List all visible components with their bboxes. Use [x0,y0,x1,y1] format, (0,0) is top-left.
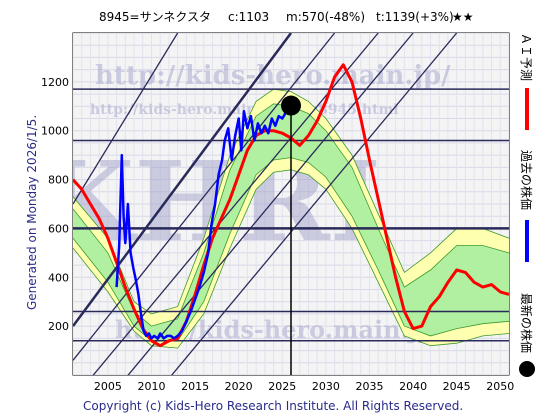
legend-latest-label: 最新の株価 [519,293,534,353]
legend-past-label: 過去の株価 [519,150,534,210]
current-price: c:1103 [228,10,269,24]
watermark-url-large: http://kids-hero.main.jp/ [95,61,451,91]
copyright: Copyright (c) Kids-Hero Research Institu… [83,399,463,413]
chart-title-code: 8945=サンネクスタ [99,10,211,24]
x-tick-label: 2035 [355,380,383,393]
legend-latest-swatch [519,361,535,377]
x-tick-label: 2020 [225,380,253,393]
diagonal-line [73,33,179,205]
band-inner [73,103,509,341]
min-price: m:570(-48%) [286,10,365,24]
y-tick-label: 1200 [41,76,69,89]
target-price: t:1139(+3%) [376,10,454,24]
y-axis-ticks: 200 400 600 800 1000 1200 [41,76,69,333]
legend: ＡＩ予測 過去の株価 最新の株価 [519,33,535,377]
latest-price-dot [281,95,301,116]
diagonal-line [73,33,293,327]
y-tick-label: 800 [48,174,69,187]
y-tick-label: 400 [48,271,69,284]
x-axis-ticks: 2005 2010 2015 2020 2025 2030 2035 2040 2045 2050 [94,380,514,393]
x-tick-label: 2030 [312,380,340,393]
diagonal-line [73,33,336,361]
band-edge-line [73,88,509,315]
x-tick-label: 2050 [486,380,514,393]
y-tick-label: 600 [48,222,69,235]
past-price-line [115,104,292,340]
y-tick-label: 200 [48,320,69,333]
legend-ai-label: ＡＩ予測 [519,33,533,81]
generated-label: Generated on Monday 2026/1/5. [25,115,39,310]
x-tick-label: 2005 [94,380,122,393]
x-tick-label: 2015 [181,380,209,393]
x-tick-label: 2040 [399,380,427,393]
latest-marker-group [281,95,301,375]
x-tick-label: 2045 [443,380,471,393]
x-tick-label: 2025 [268,380,296,393]
diagonal-line [170,33,458,375]
y-tick-label: 1000 [41,125,69,138]
x-tick-label: 2010 [137,380,165,393]
rating-stars: ★★ [452,10,474,24]
